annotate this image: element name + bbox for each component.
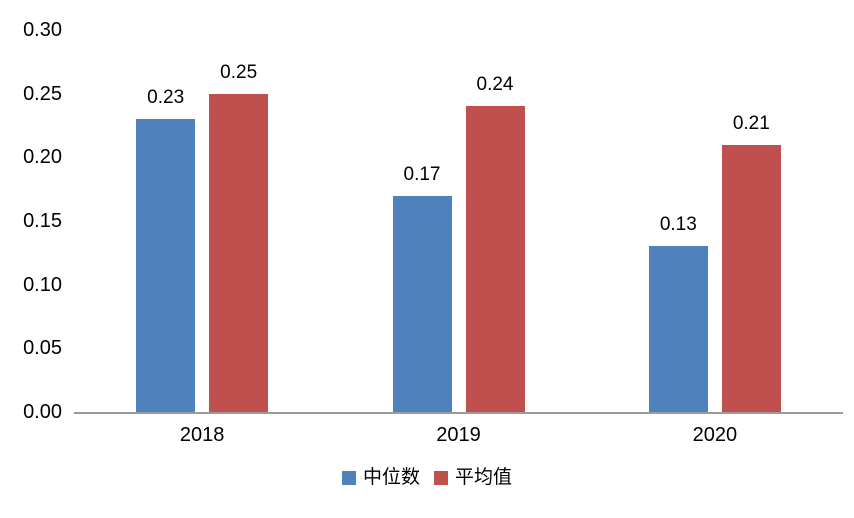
y-tick-label: 0.05 (23, 337, 62, 360)
bar-value-label: 0.25 (220, 61, 258, 83)
legend-label: 平均值 (455, 467, 513, 488)
bar-value-label: 0.23 (147, 87, 185, 109)
bar-平均值-2019 (465, 106, 525, 412)
bar-平均值-2018 (209, 93, 269, 412)
legend-swatch-icon (434, 470, 448, 485)
legend-swatch-icon (341, 470, 356, 485)
x-axis-baseline (74, 412, 843, 414)
legend-item-中位数: 中位数 (341, 467, 420, 488)
bar-value-label: 0.13 (659, 214, 697, 236)
bar-中位数-2019 (392, 195, 452, 412)
bar-中位数-2018 (136, 119, 196, 412)
bar-中位数-2020 (648, 246, 708, 412)
y-tick-label: 0.10 (23, 273, 62, 296)
y-tick-label: 0.15 (23, 210, 62, 232)
y-tick-label: 0.20 (23, 146, 62, 169)
y-tick-label: 0.30 (23, 19, 62, 41)
x-category-label: 2020 (692, 424, 738, 446)
x-category-label: 2019 (436, 424, 481, 446)
bar-value-label: 0.21 (732, 112, 770, 134)
legend-label: 中位数 (362, 467, 420, 488)
bar-平均值-2020 (721, 144, 781, 412)
x-category-label: 2018 (179, 424, 225, 446)
legend: 中位数 平均值 (0, 468, 854, 487)
legend-item-平均值: 平均值 (434, 468, 512, 487)
bar-value-label: 0.17 (403, 163, 441, 185)
y-tick-label: 0.25 (23, 82, 62, 105)
y-tick-label: 0.00 (23, 401, 62, 423)
bar-value-label: 0.24 (476, 74, 514, 96)
